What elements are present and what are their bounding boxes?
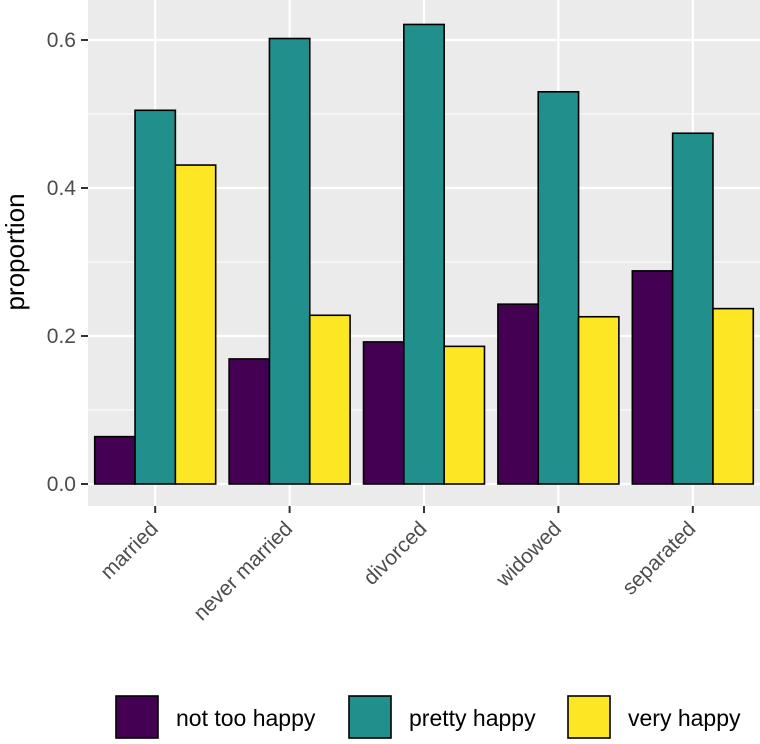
bar-divorced-not-too-happy: [362, 341, 405, 485]
bar-married-pretty-happy: [134, 109, 177, 485]
legend-key: [348, 695, 392, 739]
bar-never-married-pretty-happy: [268, 37, 311, 485]
bar-divorced-very-happy: [443, 345, 486, 485]
bar-widowed-pretty-happy: [537, 91, 580, 485]
y-tick-label: 0.4: [47, 177, 77, 200]
bars: [93, 23, 755, 485]
y-tick-label: 0.6: [47, 29, 76, 52]
bar-widowed-very-happy: [577, 315, 620, 485]
x-tick-label: divorced: [359, 517, 431, 589]
legend-item-pretty-happy: pretty happy: [348, 695, 536, 739]
legend-label: not too happy: [176, 705, 316, 731]
legend-label: very happy: [628, 705, 741, 731]
bar-separated-not-too-happy: [631, 270, 674, 485]
bar-widowed-not-too-happy: [497, 303, 540, 485]
bar-married-not-too-happy: [93, 435, 136, 485]
legend-key: [567, 695, 611, 739]
legend-key: [115, 695, 159, 739]
bar-separated-very-happy: [712, 307, 755, 485]
y-tick-label: 0.0: [47, 473, 76, 496]
legend-label: pretty happy: [409, 705, 536, 731]
legend-item-not-too-happy: not too happy: [115, 695, 316, 739]
legend-item-very-happy: very happy: [567, 695, 741, 739]
y-axis: 0.0 0.2 0.4 0.6: [47, 29, 88, 496]
y-tick-label: 0.2: [47, 325, 76, 348]
bar-never-married-very-happy: [308, 314, 351, 485]
bar-married-very-happy: [174, 164, 217, 485]
bar-never-married-not-too-happy: [228, 358, 271, 485]
x-axis: married never married divorced widowed separ…: [96, 506, 700, 625]
x-tick-label: separated: [618, 517, 700, 599]
x-tick-label: widowed: [491, 517, 566, 592]
legend: not too happy pretty happy very happy: [115, 695, 741, 739]
x-tick-label: never married: [189, 517, 297, 625]
bar-divorced-pretty-happy: [403, 23, 445, 485]
bar-separated-pretty-happy: [671, 132, 714, 485]
y-axis-title: proportion: [0, 193, 30, 310]
x-tick-label: married: [96, 517, 163, 584]
